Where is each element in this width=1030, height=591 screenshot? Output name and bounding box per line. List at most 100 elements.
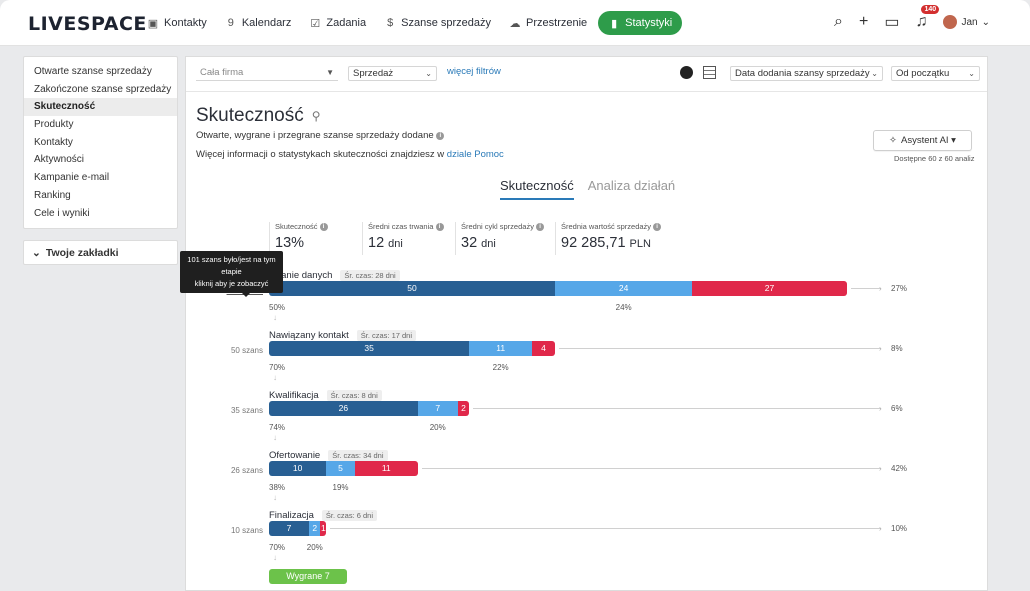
nav-item-kalendarz[interactable]: 9 Kalendarz	[218, 11, 299, 35]
bar-segment-lost[interactable]: 1	[320, 521, 327, 536]
sidebar-item[interactable]: Cele i wyniki	[34, 207, 90, 219]
sidebar-item[interactable]: Kontakty	[34, 136, 73, 148]
pipeline-select-value: Sprzedaż	[353, 68, 394, 79]
help-link[interactable]: dziale Pomoc	[446, 149, 504, 160]
info-icon[interactable]: i	[536, 223, 545, 231]
arrow-right-icon: ›	[879, 464, 882, 473]
lost-percent: 10%	[891, 524, 908, 533]
more-filters-link[interactable]: więcej filtrów	[447, 66, 501, 77]
nav-item-kontakty[interactable]: ▣ Kontakty	[140, 11, 214, 35]
sidebar-item[interactable]: Zakończone szanse sprzedaży	[34, 83, 172, 95]
nav-item-przestrzenie[interactable]: ☁ Przestrzenie	[502, 11, 594, 35]
pie-chart-icon[interactable]	[680, 66, 693, 79]
filter-bar: Cała firma ▼ Sprzedaż ⌄ więcej filtrów Dat…	[186, 57, 987, 92]
stage-name: owanie danych	[269, 270, 333, 281]
bar-segment-won[interactable]: 7	[269, 521, 310, 536]
bar-segment-lost[interactable]: 11	[354, 461, 418, 476]
ai-quota-note: Dostępne 60 z 60 analiz	[894, 154, 975, 163]
user-name: Jan	[961, 16, 978, 28]
info-icon[interactable]: i	[319, 223, 328, 231]
bar-segment-won[interactable]: 35	[269, 341, 470, 356]
sidebar-item[interactable]: Aktywności	[34, 154, 85, 166]
open-percent: 19%	[332, 483, 349, 492]
kpi-label: Średni czas trwania i	[368, 222, 455, 231]
table-icon[interactable]	[703, 66, 716, 79]
date-field-select[interactable]: Data dodania szansy sprzedaży ⌄	[730, 66, 883, 81]
bookmarks-label: Twoje zakładki	[45, 246, 119, 259]
info-icon[interactable]: i	[435, 223, 444, 231]
kpi-label: Średni cykl sprzedaży i	[461, 222, 555, 231]
stage-name: Ofertowanie	[269, 450, 321, 461]
bar-segment-lost[interactable]: 27	[692, 281, 847, 296]
arrow-down-icon: ↓	[273, 553, 277, 562]
arrow-right-icon: ›	[879, 344, 882, 353]
stage-bar[interactable]: 35 11 4	[269, 341, 555, 356]
stage-count[interactable]: 50 szans	[230, 346, 263, 355]
lost-connector-line	[421, 468, 881, 469]
sidebar-item[interactable]: Otwarte szanse sprzedaży	[34, 66, 152, 77]
chart-icon: ▮	[611, 17, 618, 30]
won-deals-button[interactable]: Wygrane 7	[269, 569, 347, 584]
bar-segment-open[interactable]: 5	[326, 461, 355, 476]
bar-segment-open[interactable]: 24	[555, 281, 693, 296]
stage-count[interactable]: 35 szans	[230, 406, 263, 415]
conversion-percent: 74%	[269, 423, 286, 432]
bar-segment-won[interactable]: 10	[269, 461, 327, 476]
nav-item-szanse-sprzedaży[interactable]: $ Szanse sprzedaży	[377, 11, 498, 35]
open-percent: 20%	[306, 543, 323, 552]
bar-segment-open[interactable]: 2	[309, 521, 321, 536]
bell-icon[interactable]: ♫ 140	[915, 5, 940, 31]
tooltip-line-1: 101 szans było/jest na tym etapie	[187, 255, 276, 276]
stage-header: Kwalifikacja Śr. czas: 8 dni	[269, 390, 382, 401]
cloud-icon: ☁	[509, 17, 521, 30]
chat-icon[interactable]: ▭	[884, 14, 900, 31]
arrow-down-icon: ↓	[273, 373, 277, 382]
caret-down-icon: ⌄	[425, 69, 432, 78]
bar-segment-won[interactable]: 50	[269, 281, 555, 296]
stage-bar[interactable]: 50 24 27	[269, 281, 847, 296]
bar-segment-open[interactable]: 11	[469, 341, 533, 356]
app-logo[interactable]: LIVESPACE	[28, 13, 147, 35]
sidebar-item[interactable]: Skuteczność	[24, 98, 177, 117]
info-icon[interactable]: i	[436, 132, 445, 140]
plus-icon[interactable]: +	[859, 13, 869, 30]
tab-effectiveness[interactable]: Skuteczność	[500, 178, 574, 200]
stage-bar[interactable]: 26 7 2	[269, 401, 470, 416]
sidebar-item[interactable]: Produkty	[34, 119, 74, 131]
bar-segment-lost[interactable]: 4	[532, 341, 555, 356]
pipeline-select[interactable]: Sprzedaż ⌄	[348, 66, 437, 81]
stage-avg-time: Śr. czas: 34 dni	[328, 450, 388, 461]
stage-count[interactable]: 26 szans	[230, 466, 263, 475]
search-icon[interactable]: ⌕	[834, 13, 844, 30]
nav-item-label: Zadania	[326, 17, 367, 29]
conversion-percent: 70%	[269, 543, 286, 552]
logo-text-a: LIVE	[28, 13, 77, 35]
nav-item-label: Kontakty	[164, 17, 207, 29]
stage-bar[interactable]: 10 5 11	[269, 461, 418, 476]
conversion-percent: 38%	[269, 483, 286, 492]
tab-activity-analysis[interactable]: Analiza działań	[587, 178, 676, 193]
ai-assistant-button[interactable]: ✧ Asystent AI ▾	[873, 130, 972, 151]
nav-item-statystyki[interactable]: ▮ Statystyki	[598, 11, 683, 35]
bar-segment-won[interactable]: 26	[269, 401, 418, 416]
bookmarks-section[interactable]: ⌄ Twoje zakładki	[23, 240, 178, 265]
sidebar-item[interactable]: Kampanie e-mail	[34, 172, 110, 184]
arrow-right-icon: ›	[879, 404, 882, 413]
user-menu[interactable]: Jan ⌄	[943, 15, 990, 29]
period-select[interactable]: Od początku ⌄	[891, 66, 980, 81]
bar-segment-open[interactable]: 7	[417, 401, 458, 416]
ai-assistant-label: Asystent AI ▾	[901, 135, 956, 146]
company-filter[interactable]: Cała firma ▼	[196, 66, 338, 81]
nav-item-zadania[interactable]: ☑ Zadania	[302, 11, 373, 35]
stage-count[interactable]: 10 szans	[230, 526, 263, 535]
sidebar-item[interactable]: Ranking	[34, 189, 71, 201]
stage-tooltip: 101 szans było/jest na tym etapie klikni…	[180, 251, 283, 297]
description-text: Otwarte, wygrane i przegrane szanse sprz…	[196, 130, 434, 141]
pin-icon[interactable]: ⚲	[311, 109, 321, 123]
sparkle-icon: ✧	[889, 135, 898, 146]
bar-segment-lost[interactable]: 2	[457, 401, 470, 416]
caret-down-icon: ⌄	[871, 69, 878, 78]
date-field-value: Data dodania szansy sprzedaży	[735, 68, 870, 79]
info-icon[interactable]: i	[653, 223, 662, 231]
